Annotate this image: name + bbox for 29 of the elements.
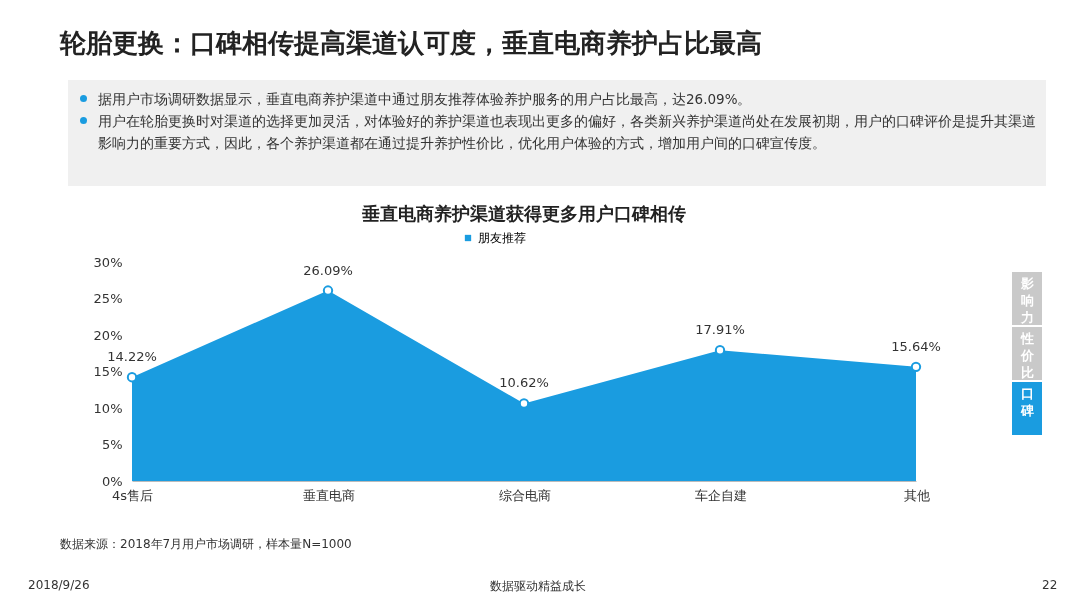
source-note: 数据来源：2018年7月用户市场调研，样本量N=1000 <box>60 536 352 553</box>
y-tick-label: 0% <box>101 473 123 489</box>
text: 用户在轮胎更换时对渠道的选择更加灵活，对体验好的养护渠道也表现出更多的偏好，各类新兴养护渠道尚处在发展初期，用户的口碑评价是提升其渠道影响力的重要方式，因此，各个养护渠道都在通过提升养护性价比，优化用户体验的方式，增加用户间的口碑宣传度。 <box>98 112 1037 153</box>
text: 数据驱动精益成长 <box>490 578 586 595</box>
legend-label: 朋友推荐 <box>478 231 526 245</box>
x-tick-label: 车企自建 <box>694 487 747 503</box>
data-label: 10.62% <box>499 375 549 391</box>
y-tick-label: 20% <box>93 327 123 343</box>
data-label: 26.09% <box>303 262 353 278</box>
point <box>910 361 922 372</box>
y-tick-label: 5% <box>101 437 123 452</box>
y-tick-label: 30% <box>93 254 123 270</box>
x-tick-label: 综合电商 <box>498 487 551 503</box>
data-label: 15.64% <box>891 338 941 354</box>
data-label: 17.91% <box>695 322 745 338</box>
chart-title: 垂直电商养护渠道获得更多用户口碑相传 <box>361 203 686 224</box>
text: 据用户市场调研数据显示，垂直电商养护渠道中通过朋友推荐体验养护服务的用户占比最高，达26.09%。 <box>98 90 753 109</box>
y-tick-label: 10% <box>93 400 123 416</box>
text: 2018/9/26 <box>28 578 90 592</box>
text: 22 <box>1042 578 1058 592</box>
text: 口碑 <box>1019 385 1035 419</box>
data-label: 14.22% <box>107 349 157 365</box>
text: 轮胎更换：口碑相传提高渠道认可度，垂直电商养护占比最高 <box>60 27 762 60</box>
x-tick-label: 垂直电商 <box>302 487 355 503</box>
point <box>126 372 138 383</box>
x-tick-label: 其他 <box>903 487 930 503</box>
y-tick-label: 25% <box>93 291 123 306</box>
x-tick-label: 4s售后 <box>111 487 154 503</box>
y-tick-label: 15% <box>93 364 123 379</box>
